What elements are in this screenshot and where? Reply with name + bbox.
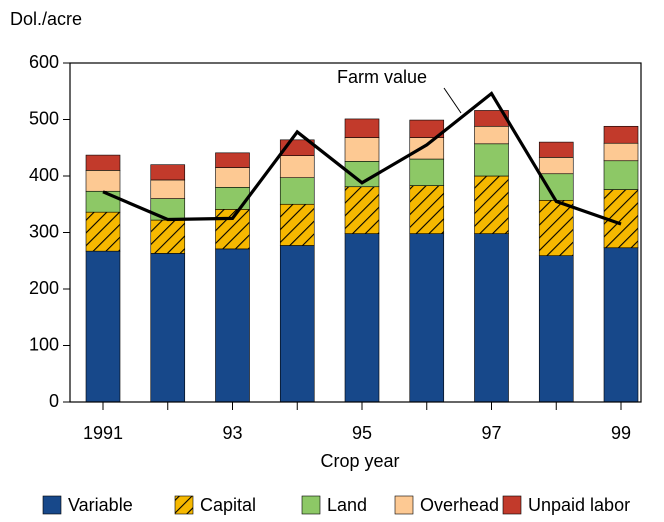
bar-segment — [85, 170, 121, 192]
bar-segment — [603, 125, 639, 144]
bar-segment — [150, 253, 186, 403]
bar-segment — [603, 142, 639, 162]
legend-swatch — [42, 495, 62, 515]
bar-segment — [279, 177, 315, 205]
plot-frame — [69, 62, 642, 403]
y-tick-label: 300 — [29, 221, 59, 241]
bar-segment — [279, 245, 315, 403]
bar-segment — [474, 143, 509, 177]
x-tick-label: 1991 — [83, 423, 123, 443]
bar-segment — [603, 247, 639, 403]
bar-hatch — [474, 176, 509, 234]
bar-segment — [215, 248, 250, 403]
legend-swatch — [301, 495, 321, 515]
y-tick-label: 200 — [29, 278, 59, 298]
x-tick-label: 99 — [611, 423, 631, 443]
y-tick-label: 0 — [49, 391, 59, 411]
legend-label: Variable — [68, 495, 133, 515]
bar-segment — [474, 125, 509, 145]
bar-segment — [409, 233, 445, 403]
bar-segment — [215, 152, 250, 168]
legend-label: Unpaid labor — [528, 495, 630, 515]
bar-segment — [279, 155, 315, 178]
bar-segment — [150, 179, 186, 199]
bar-segment — [538, 255, 574, 403]
legend-swatch — [502, 495, 522, 515]
farm-value-line — [102, 91, 622, 226]
bar-segment — [538, 157, 574, 175]
line-annotation: Farm value — [337, 67, 427, 87]
bar-segment — [150, 164, 186, 181]
bar-segment — [85, 250, 121, 403]
bar-segment — [603, 160, 639, 190]
bar-segment — [474, 110, 509, 127]
bar-segment — [344, 137, 380, 162]
bar-segment — [409, 119, 445, 138]
bar-segment — [474, 233, 509, 403]
bar-segment — [215, 167, 250, 188]
bar-segment — [344, 118, 380, 138]
legend-hatch — [175, 496, 193, 514]
x-tick-label: 97 — [481, 423, 501, 443]
y-tick-label: 400 — [29, 165, 59, 185]
bar-segment — [85, 154, 121, 171]
bar-segment — [409, 137, 445, 160]
bar-segment — [344, 233, 380, 403]
y-tick-label: 500 — [29, 108, 59, 128]
bar-segment — [215, 187, 250, 210]
legend-label: Capital — [200, 495, 256, 515]
bar-segment — [538, 141, 574, 158]
bar-segment — [538, 173, 574, 201]
bar-hatch — [215, 209, 250, 249]
x-tick-label: 95 — [352, 423, 372, 443]
bar-hatch — [150, 220, 185, 254]
bar-hatch — [539, 200, 574, 256]
legend-label: Overhead — [420, 495, 499, 515]
x-tick-label: 93 — [222, 423, 242, 443]
annotation-leader — [443, 87, 462, 114]
legend-swatch — [394, 495, 414, 515]
bar-hatch — [280, 204, 315, 246]
bar-hatch — [409, 185, 444, 234]
x-axis-label: Crop year — [320, 451, 399, 471]
bar-hatch — [345, 186, 379, 234]
y-axis-label: Dol./acre — [10, 9, 82, 29]
y-tick-label: 100 — [29, 334, 59, 354]
legend-label: Land — [327, 495, 367, 515]
bar-hatch — [86, 212, 120, 252]
bar-segment — [409, 158, 445, 186]
bar-segment — [150, 198, 186, 221]
bar-segment — [85, 190, 121, 213]
y-tick-label: 600 — [29, 52, 59, 72]
